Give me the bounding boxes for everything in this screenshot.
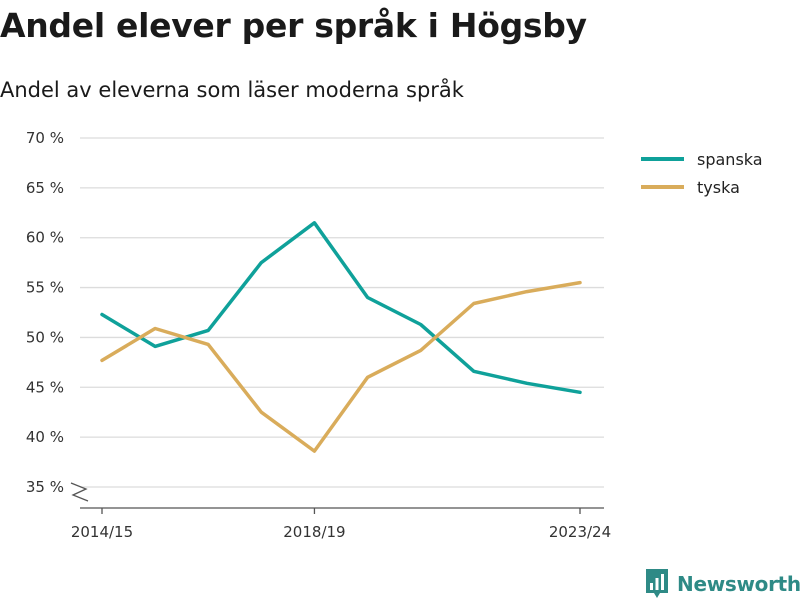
x-tick-label: 2023/24 xyxy=(549,523,611,541)
y-tick-label: 65 % xyxy=(26,179,64,197)
y-tick-label: 70 % xyxy=(26,129,64,147)
y-tick-label: 35 % xyxy=(26,478,64,496)
gridlines xyxy=(80,137,604,488)
y-tick-label: 60 % xyxy=(26,229,64,247)
axis-break-icon xyxy=(70,482,89,502)
legend-label-tyska: tyska xyxy=(697,178,740,197)
x-tick-label: 2018/19 xyxy=(283,523,345,541)
series-line-tyska xyxy=(100,280,582,453)
newsworthy-brand[interactable]: Newsworthy xyxy=(645,568,800,600)
legend: spanska tyska xyxy=(641,150,763,197)
chart-subtitle: Andel av eleverna som läser moderna språ… xyxy=(0,78,464,102)
newsworthy-logo-icon xyxy=(646,569,668,598)
legend-label-spanska: spanska xyxy=(697,150,763,169)
y-axis: 35 % 40 % 45 % 50 % 55 % 60 % 65 % 70 % xyxy=(26,129,89,502)
chart-title: Andel elever per språk i Högsby xyxy=(0,6,587,45)
y-tick-label: 40 % xyxy=(26,428,64,446)
y-tick-label: 45 % xyxy=(26,378,64,396)
x-axis: 2014/15 2018/19 2023/24 xyxy=(71,507,611,541)
brand-name: Newsworthy xyxy=(677,572,800,596)
series-line-spanska xyxy=(100,221,582,395)
y-tick-label: 50 % xyxy=(26,328,64,346)
series-lines xyxy=(100,221,582,453)
x-tick-label: 2014/15 xyxy=(71,523,133,541)
y-tick-label: 55 % xyxy=(26,279,64,297)
